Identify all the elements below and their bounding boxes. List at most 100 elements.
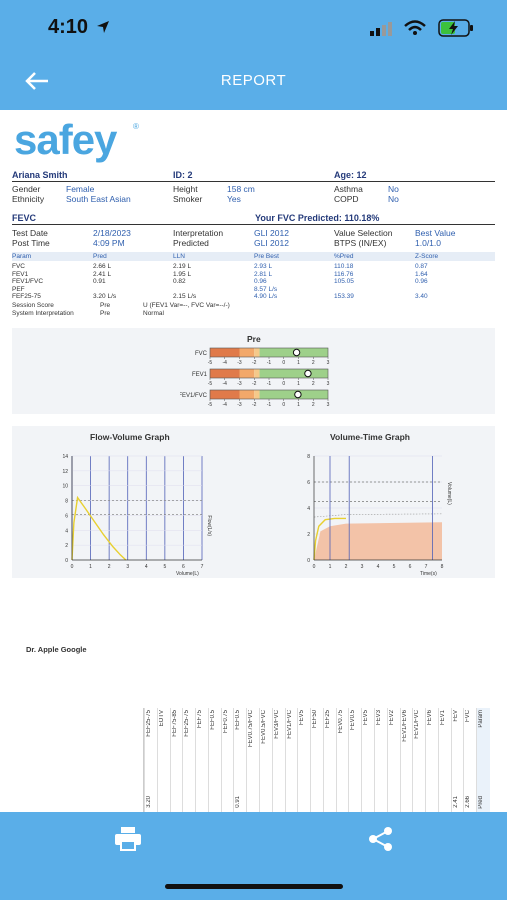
- session-score-note: U (FEV1 Var=--, FVC Var=--/-): [143, 302, 230, 309]
- rotated-table-column: FEV6: [425, 708, 439, 812]
- zscore-tick-label: -3: [237, 360, 242, 366]
- ethnicity-value: South East Asian: [66, 194, 131, 204]
- zscore-tick-label: -2: [252, 381, 257, 387]
- value-selection-value: Best Value: [415, 228, 456, 238]
- rotated-table-header: FEV1/FVC: [286, 710, 293, 739]
- rotated-table-column: FEV5: [361, 708, 375, 812]
- fv-xtick: 2: [108, 564, 111, 570]
- vt-xlabel: Time(s): [420, 571, 437, 577]
- share-icon[interactable]: [368, 826, 394, 852]
- table-cell: 153.39: [334, 293, 354, 300]
- rotated-table-column: FEF0.5: [207, 708, 222, 812]
- zscore-tick-label: -2: [252, 402, 257, 408]
- table-cell: 0.82: [173, 278, 186, 285]
- vt-ytick: 4: [307, 506, 310, 512]
- rotated-table-column: FEF75: [195, 708, 209, 812]
- zscore-band: [254, 390, 260, 399]
- divider: [12, 224, 495, 225]
- gender-value: Female: [66, 184, 95, 194]
- rotated-table-header: FEV1/FEV6: [401, 710, 408, 742]
- doctor-name: Dr. Apple Google: [26, 645, 87, 654]
- back-arrow-icon[interactable]: [24, 71, 50, 91]
- fv-xtick: 7: [201, 564, 204, 570]
- table-cell: 2.19 L: [173, 263, 192, 270]
- vt-xtick: 8: [441, 564, 444, 570]
- zscore-tick-label: -5: [208, 402, 213, 408]
- zscore-tick-label: 1: [297, 360, 300, 366]
- rotated-table-header: FEV2: [388, 710, 395, 726]
- zscore-tick-label: 0: [282, 381, 285, 387]
- vt-ytick: 6: [307, 480, 310, 486]
- status-time: 4:10: [48, 16, 89, 38]
- fevc-title: FEVC: [12, 213, 37, 223]
- rotated-table-header: FEV0.5: [350, 710, 357, 731]
- rotated-table-column: FEV1/FVC: [412, 708, 426, 812]
- rotated-table-header: FEV0.5/FVC: [261, 710, 267, 744]
- zscore-band: [259, 390, 328, 399]
- rotated-table-column: FEV2: [386, 708, 401, 812]
- rotated-table-header: FEV0.75/FVC: [248, 710, 255, 748]
- zscore-marker: [292, 348, 301, 357]
- zscore-band: [259, 369, 328, 378]
- table-cell: FVC: [12, 263, 25, 270]
- status-bar: [0, 0, 507, 58]
- fv-ylabel: Flow(L/s): [206, 515, 212, 536]
- vt-xtick: 7: [425, 564, 428, 570]
- fv-ytick: 0: [65, 558, 68, 564]
- copd-label: COPD: [334, 194, 359, 204]
- vt-xtick: 5: [393, 564, 396, 570]
- rotated-table-header: FEF75-85: [171, 710, 178, 737]
- table-cell: 116.76: [334, 270, 354, 278]
- rotated-table-column: FEV0.75/FVC: [246, 708, 260, 812]
- print-icon[interactable]: [114, 826, 142, 852]
- patient-age: Age: 12: [334, 170, 367, 180]
- zscore-tick-label: 3: [327, 381, 330, 387]
- zscore-tick-label: 2: [312, 402, 315, 408]
- zscore-tick-label: -4: [223, 360, 228, 366]
- rotated-table-column: FEV0.5: [348, 708, 362, 812]
- rotated-table-header: FEV1/FVC: [414, 710, 421, 739]
- table-cell: 0.91: [93, 278, 106, 285]
- table-cell: 2.66 L: [93, 263, 112, 270]
- zscore-band: [210, 348, 240, 357]
- rotated-table-header: FVC: [465, 710, 472, 722]
- rotated-table-column: FEV1/FEV6: [399, 708, 414, 812]
- session-score-label: Session Score: [12, 302, 54, 309]
- vt-xtick: 3: [361, 564, 364, 570]
- zscore-tick-label: -1: [267, 381, 272, 387]
- table-cell: 8.57 L/s: [254, 285, 278, 293]
- vt-ytick: 2: [307, 532, 310, 538]
- table-cell: FEV1/FVC: [12, 278, 44, 285]
- table-header-cell: %Pred: [334, 253, 354, 260]
- copd-value: No: [388, 194, 399, 204]
- zscore-band: [254, 348, 260, 357]
- rotated-table-header: FEF25-75: [146, 710, 152, 737]
- rotated-table-column: FEF25-75: [182, 708, 196, 812]
- rotated-table-column: FEF25: [322, 708, 337, 812]
- fv-xtick: 0: [71, 564, 74, 570]
- table-header-cell: Z-Score: [415, 253, 439, 260]
- zscore-band: [210, 369, 240, 378]
- fv-ytick: 10: [62, 484, 68, 490]
- rotated-table-column: EOTV: [156, 708, 171, 812]
- zscore-tick-label: 2: [312, 381, 315, 387]
- table-cell: FEF25-75: [12, 293, 41, 300]
- rotated-table-column: FEF0.75: [220, 708, 235, 812]
- divider: [12, 181, 495, 182]
- app-header: [0, 58, 507, 110]
- btps-value: 1.0/1.0: [415, 238, 441, 248]
- rotated-table-header: FEV5: [299, 710, 306, 726]
- gender-label: Gender: [12, 184, 41, 194]
- table-cell: 105.05: [334, 278, 354, 285]
- smoker-label: Smoker: [173, 194, 203, 204]
- vt-predicted-curve: [313, 513, 443, 518]
- rotated-table-header: FEV3/FVC: [273, 710, 280, 739]
- rotated-table-column: FEV1: [437, 708, 452, 812]
- fv-xtick: 3: [126, 564, 129, 570]
- vt-curve: [313, 517, 346, 561]
- zscore-marker: [304, 369, 312, 378]
- fv-curve: [71, 495, 127, 561]
- fv-ytick: 12: [62, 469, 68, 475]
